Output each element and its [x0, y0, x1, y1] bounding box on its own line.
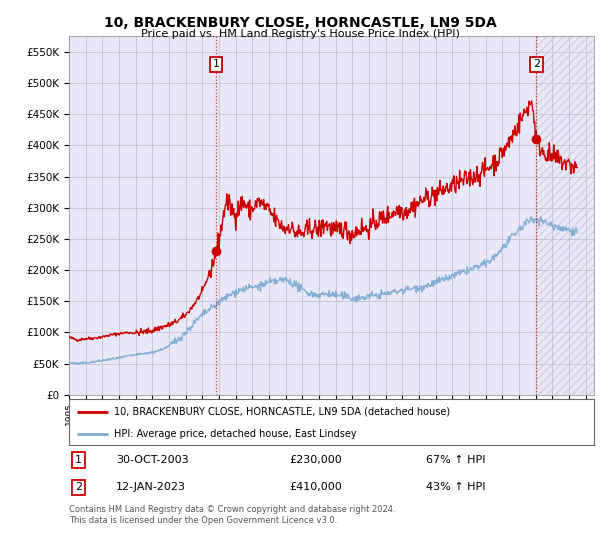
Text: 30-OCT-2003: 30-OCT-2003 [116, 455, 189, 465]
Text: Contains HM Land Registry data © Crown copyright and database right 2024.
This d: Contains HM Land Registry data © Crown c… [69, 505, 395, 525]
Text: HPI: Average price, detached house, East Lindsey: HPI: Average price, detached house, East… [113, 429, 356, 438]
Text: 12-JAN-2023: 12-JAN-2023 [116, 483, 186, 492]
Text: 10, BRACKENBURY CLOSE, HORNCASTLE, LN9 5DA: 10, BRACKENBURY CLOSE, HORNCASTLE, LN9 5… [104, 16, 496, 30]
Text: 43% ↑ HPI: 43% ↑ HPI [426, 483, 485, 492]
Text: £230,000: £230,000 [290, 455, 342, 465]
Text: 1: 1 [75, 455, 82, 465]
Text: £410,000: £410,000 [290, 483, 342, 492]
Text: 1: 1 [212, 59, 220, 69]
Text: 10, BRACKENBURY CLOSE, HORNCASTLE, LN9 5DA (detached house): 10, BRACKENBURY CLOSE, HORNCASTLE, LN9 5… [113, 407, 450, 417]
Text: 2: 2 [533, 59, 540, 69]
Text: 2: 2 [75, 483, 82, 492]
Bar [536, 36, 594, 395]
Text: Price paid vs. HM Land Registry's House Price Index (HPI): Price paid vs. HM Land Registry's House … [140, 29, 460, 39]
Text: 67% ↑ HPI: 67% ↑ HPI [426, 455, 485, 465]
